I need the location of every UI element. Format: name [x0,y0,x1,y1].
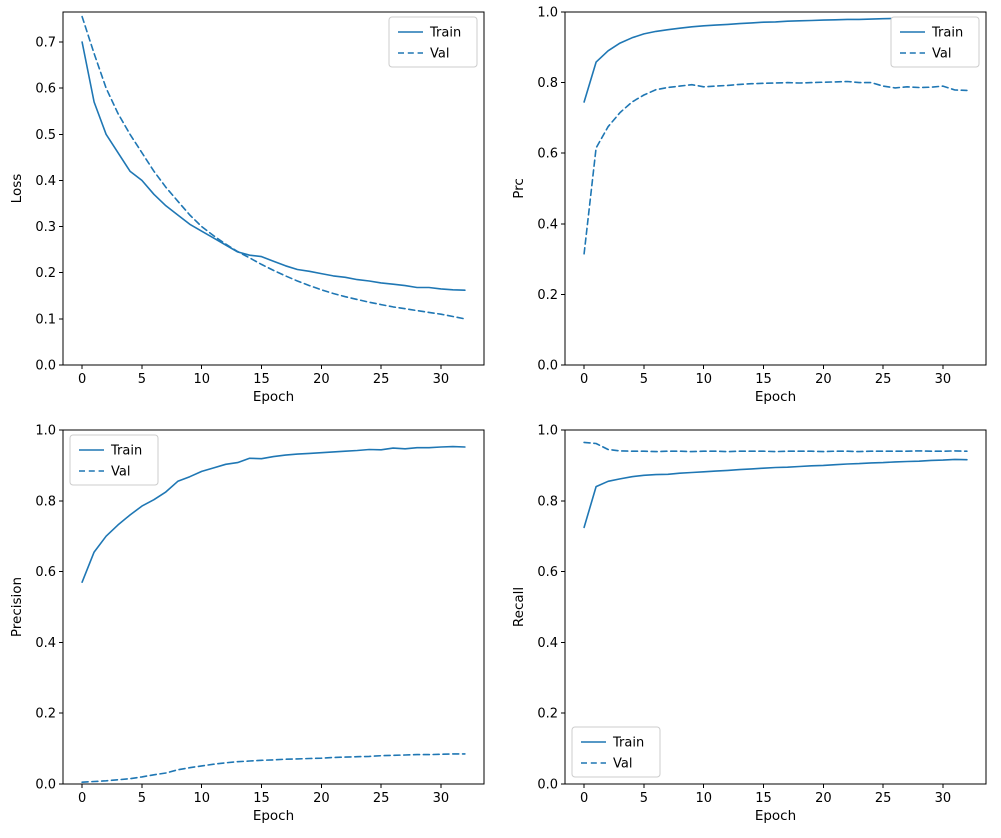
y-axis-label: Recall [511,587,527,627]
legend: Train Val [388,16,478,68]
x-tick-label: 20 [313,372,330,387]
axes-frame [564,11,987,366]
x-tick-label: 15 [253,372,270,387]
axes-frame [564,429,987,785]
x-tick-label: 10 [695,791,712,806]
y-tick-label: 0.8 [537,494,558,509]
subplot-precision: 0 5 10 15 20 25 30 0.0 0.2 0.4 0.6 0.8 1.0 Epoch Preci… [9,424,485,824]
x-tick-label: 15 [755,791,772,806]
recall-val-line [583,441,968,453]
x-axis-label: Epoch [253,808,294,824]
legend: Train Val [571,726,661,778]
y-tick-label: 0.4 [35,174,56,189]
legend-box [388,16,478,68]
legend-label-val: Val [613,757,632,772]
axes-frame [62,11,485,366]
x-tick-label: 0 [78,791,86,806]
x-tick-label: 20 [815,791,832,806]
legend-label-train: Train [612,736,644,751]
y-tick-label: 0.0 [537,359,558,374]
subplot-recall: 0 5 10 15 20 25 30 0.0 0.2 0.4 0.6 0.8 1.0 Epoch Recal… [511,424,987,824]
x-tick-label: 10 [695,372,712,387]
legend-box [69,434,159,486]
x-tick-label: 20 [313,791,330,806]
x-tick-label: 30 [935,372,952,387]
legend-label-val: Val [932,47,951,62]
precision-train-line [81,445,466,584]
y-tick-label: 0.6 [35,82,56,97]
y-axis-label: Prc [511,178,527,199]
y-tick-label: 0.7 [35,35,56,50]
x-tick-label: 0 [580,791,588,806]
y-axis-label: Precision [9,577,25,637]
x-tick-label: 25 [373,791,390,806]
y-tick-label: 0.6 [537,565,558,580]
x-tick-label: 5 [138,372,146,387]
y-tick-label: 0.8 [35,494,56,509]
x-tick-label: 0 [78,372,86,387]
x-tick-label: 5 [138,791,146,806]
axes-frame [62,429,485,785]
y-tick-label: 0.0 [35,778,56,793]
y-tick-label: 0.4 [35,636,56,651]
y-tick-label: 0.6 [537,147,558,162]
legend-label-val: Val [430,47,449,62]
x-axis-label: Epoch [755,389,796,405]
x-tick-label: 10 [193,372,210,387]
legend-label-val: Val [111,465,130,480]
legend-label-train: Train [429,26,461,41]
y-tick-label: 1.0 [537,424,558,439]
x-tick-label: 30 [433,791,450,806]
x-tick-label: 20 [815,372,832,387]
x-tick-label: 10 [193,791,210,806]
x-tick-label: 0 [580,372,588,387]
y-tick-label: 0.0 [35,359,56,374]
x-tick-label: 30 [433,372,450,387]
y-tick-label: 0.3 [35,220,56,235]
x-tick-label: 25 [875,791,892,806]
y-tick-label: 0.1 [35,312,56,327]
loss-val-line [81,15,466,320]
y-tick-label: 0.8 [537,76,558,91]
legend-box [571,726,661,778]
x-tick-label: 25 [875,372,892,387]
y-tick-label: 0.2 [537,707,558,722]
y-tick-label: 0.4 [537,217,558,232]
subplot-prc: 0 5 10 15 20 25 30 0.0 0.2 0.4 0.6 0.8 1.0 Epoch Prc Tr… [511,6,987,405]
y-tick-label: 0.0 [537,778,558,793]
x-tick-label: 5 [640,791,648,806]
x-tick-label: 15 [253,791,270,806]
legend-label-train: Train [110,444,142,459]
precision-val-line [81,753,466,784]
loss-train-line [81,41,466,292]
x-tick-label: 25 [373,372,390,387]
y-axis-label: Loss [9,174,25,204]
y-tick-label: 0.4 [537,636,558,651]
x-tick-label: 5 [640,372,648,387]
x-tick-label: 15 [755,372,772,387]
legend: Train Val [69,434,159,486]
y-tick-label: 0.2 [537,288,558,303]
legend: Train Val [890,16,980,68]
subplot-loss: 0 5 10 15 20 25 30 0.0 0.1 0.2 0.3 0.4 0.5 0.6 0.7 Epoc… [9,11,485,405]
recall-train-line [583,458,968,529]
x-axis-label: Epoch [755,808,796,824]
x-tick-label: 30 [935,791,952,806]
legend-box [890,16,980,68]
y-tick-label: 1.0 [537,6,558,21]
y-tick-label: 0.2 [35,707,56,722]
y-tick-label: 0.5 [35,128,56,143]
y-tick-label: 0.2 [35,266,56,281]
legend-label-train: Train [931,26,963,41]
y-tick-label: 1.0 [35,424,56,439]
y-tick-label: 0.6 [35,565,56,580]
prc-val-line [583,80,968,255]
x-axis-label: Epoch [253,389,294,405]
